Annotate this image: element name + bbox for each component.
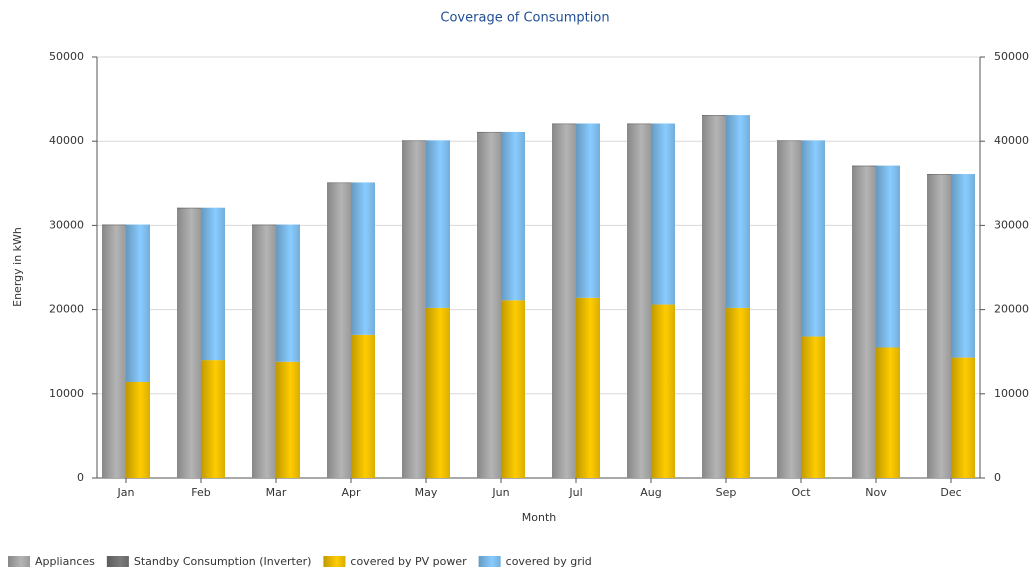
bar — [426, 307, 450, 478]
bar — [726, 115, 750, 308]
x-tick-label: Jun — [491, 486, 509, 499]
bar — [852, 166, 876, 478]
bar — [477, 132, 501, 478]
y2-tick-label: 0 — [994, 471, 1001, 484]
x-tick-label: Oct — [791, 486, 811, 499]
y2-tick-label: 40000 — [994, 134, 1029, 147]
bar — [102, 224, 126, 226]
bar — [501, 131, 525, 301]
bar — [402, 141, 426, 478]
bar — [276, 361, 300, 478]
bar — [351, 334, 375, 478]
y2-tick-label: 30000 — [994, 218, 1029, 231]
bar — [552, 124, 576, 479]
bar — [927, 174, 951, 175]
legend-label: Standby Consumption (Inverter) — [134, 555, 312, 568]
x-tick-label: Aug — [640, 486, 661, 499]
x-tick-label: Jul — [568, 486, 582, 499]
bar — [777, 140, 801, 142]
legend-swatch-shade — [8, 556, 30, 567]
bar — [552, 123, 576, 125]
y-tick-label: 0 — [77, 471, 84, 484]
bar — [201, 207, 225, 361]
bar — [327, 182, 351, 184]
bar — [801, 140, 825, 337]
bar — [927, 174, 951, 478]
y-axis-label: Energy in kWh — [11, 227, 24, 307]
bar — [252, 224, 276, 226]
bar — [627, 123, 651, 125]
bar — [426, 140, 450, 308]
legend-swatch-shade — [323, 556, 346, 567]
bar — [852, 165, 876, 167]
bar — [702, 115, 726, 478]
bar — [876, 165, 900, 348]
bar — [177, 208, 201, 478]
x-tick-label: Sep — [716, 486, 737, 499]
bar — [126, 224, 150, 383]
legend-swatch-shade — [478, 556, 501, 567]
bar — [651, 304, 675, 478]
y-tick-label: 30000 — [49, 218, 84, 231]
x-tick-label: May — [415, 486, 438, 499]
x-tick-label: Apr — [341, 486, 361, 499]
bar — [327, 183, 351, 479]
bar — [252, 225, 276, 478]
bar — [351, 182, 375, 335]
bar — [951, 174, 975, 358]
bar — [177, 207, 201, 209]
legend-swatch-shade — [106, 556, 129, 567]
y2-tick-label: 10000 — [994, 387, 1029, 400]
y2-tick-label: 50000 — [994, 50, 1029, 63]
bar — [777, 141, 801, 478]
bar — [501, 300, 525, 478]
bar — [402, 140, 426, 142]
bar — [576, 297, 600, 478]
bar — [876, 347, 900, 478]
y-tick-label: 50000 — [49, 50, 84, 63]
x-tick-label: Mar — [266, 486, 287, 499]
x-tick-label: Dec — [940, 486, 961, 499]
bar — [126, 382, 150, 478]
legend-label: covered by grid — [506, 555, 592, 568]
bar — [102, 225, 126, 478]
bar — [801, 336, 825, 478]
chart-title: Coverage of Consumption — [440, 11, 609, 26]
x-tick-label: Nov — [865, 486, 887, 499]
bar — [477, 131, 501, 133]
bar — [576, 123, 600, 298]
legend-label: Appliances — [35, 555, 95, 568]
bar — [627, 124, 651, 479]
y-tick-label: 40000 — [49, 134, 84, 147]
x-tick-label: Jan — [117, 486, 135, 499]
y2-tick-label: 20000 — [994, 303, 1029, 316]
bar — [201, 360, 225, 478]
y-tick-label: 10000 — [49, 387, 84, 400]
legend-label: covered by PV power — [350, 555, 467, 568]
y-tick-label: 20000 — [49, 303, 84, 316]
bar — [651, 123, 675, 305]
x-axis-label: Month — [522, 511, 557, 524]
bar — [702, 115, 726, 116]
bar — [951, 357, 975, 478]
bar — [726, 307, 750, 478]
x-tick-label: Feb — [191, 486, 210, 499]
bar — [276, 224, 300, 362]
